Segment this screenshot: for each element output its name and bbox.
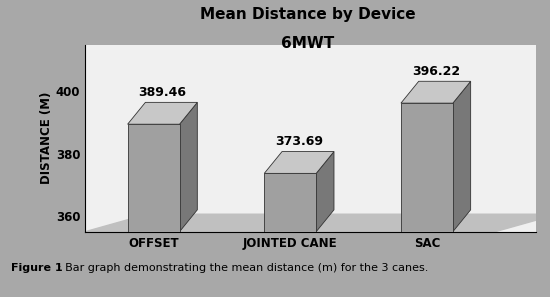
Polygon shape: [401, 81, 471, 103]
Polygon shape: [85, 214, 550, 232]
Text: 6MWT: 6MWT: [282, 36, 334, 51]
Text: : Bar graph demonstrating the mean distance (m) for the 3 canes.: : Bar graph demonstrating the mean dista…: [58, 263, 428, 273]
Text: 396.22: 396.22: [412, 65, 460, 78]
Text: Mean Distance by Device: Mean Distance by Device: [200, 7, 416, 23]
Polygon shape: [316, 151, 334, 232]
Polygon shape: [128, 102, 197, 124]
Y-axis label: DISTANCE (M): DISTANCE (M): [40, 92, 53, 184]
Polygon shape: [265, 151, 334, 173]
Polygon shape: [401, 103, 453, 232]
Text: Figure 1: Figure 1: [11, 263, 63, 273]
Polygon shape: [453, 81, 471, 232]
Polygon shape: [179, 102, 197, 232]
Text: 389.46: 389.46: [139, 86, 186, 99]
Polygon shape: [265, 173, 316, 232]
Text: 373.69: 373.69: [275, 135, 323, 148]
Polygon shape: [128, 124, 179, 232]
